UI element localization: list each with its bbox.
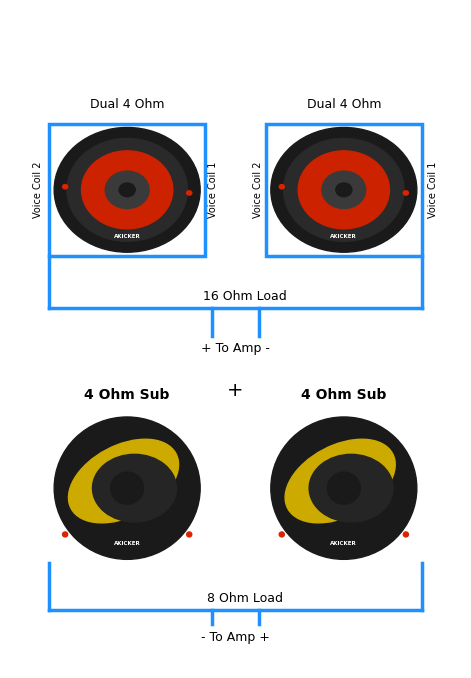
Ellipse shape — [111, 472, 144, 504]
Text: 16 Ohm Load: 16 Ohm Load — [203, 290, 287, 303]
Ellipse shape — [63, 184, 68, 189]
Bar — [266, 124, 422, 256]
Text: AKICKER: AKICKER — [114, 541, 140, 546]
Ellipse shape — [271, 127, 417, 252]
Ellipse shape — [187, 532, 192, 537]
Ellipse shape — [403, 532, 408, 537]
Text: AKICKER: AKICKER — [331, 234, 357, 239]
Ellipse shape — [403, 191, 408, 195]
Text: 4 Ohm Sub: 4 Ohm Sub — [301, 388, 387, 402]
Text: + To Amp -: + To Amp - — [201, 342, 270, 355]
Ellipse shape — [285, 439, 395, 523]
Ellipse shape — [271, 417, 417, 559]
Ellipse shape — [309, 454, 393, 522]
Ellipse shape — [106, 171, 149, 209]
Ellipse shape — [54, 417, 200, 559]
Text: Voice Coil 2: Voice Coil 2 — [32, 161, 43, 218]
Text: Dual 4 Ohm: Dual 4 Ohm — [90, 98, 164, 111]
Ellipse shape — [279, 532, 284, 537]
Ellipse shape — [92, 454, 177, 522]
Ellipse shape — [119, 183, 135, 197]
Ellipse shape — [187, 191, 192, 195]
Ellipse shape — [68, 439, 179, 523]
Text: 8 Ohm Load: 8 Ohm Load — [207, 592, 283, 605]
Ellipse shape — [284, 138, 404, 241]
Ellipse shape — [279, 184, 284, 189]
Text: AKICKER: AKICKER — [114, 234, 140, 239]
Text: AKICKER: AKICKER — [331, 541, 357, 546]
Text: Voice Coil 2: Voice Coil 2 — [252, 161, 263, 218]
Text: Voice Coil 1: Voice Coil 1 — [208, 161, 219, 218]
Ellipse shape — [63, 532, 68, 537]
Ellipse shape — [298, 151, 390, 229]
Ellipse shape — [336, 183, 352, 197]
Bar — [49, 124, 205, 256]
Text: 4 Ohm Sub: 4 Ohm Sub — [84, 388, 170, 402]
Ellipse shape — [54, 127, 200, 252]
Ellipse shape — [67, 138, 187, 241]
Ellipse shape — [81, 151, 173, 229]
Text: Dual 4 Ohm: Dual 4 Ohm — [307, 98, 381, 111]
Text: - To Amp +: - To Amp + — [201, 631, 270, 643]
Text: Voice Coil 1: Voice Coil 1 — [428, 161, 439, 218]
Text: +: + — [227, 381, 244, 400]
Ellipse shape — [327, 472, 360, 504]
Ellipse shape — [322, 171, 365, 209]
